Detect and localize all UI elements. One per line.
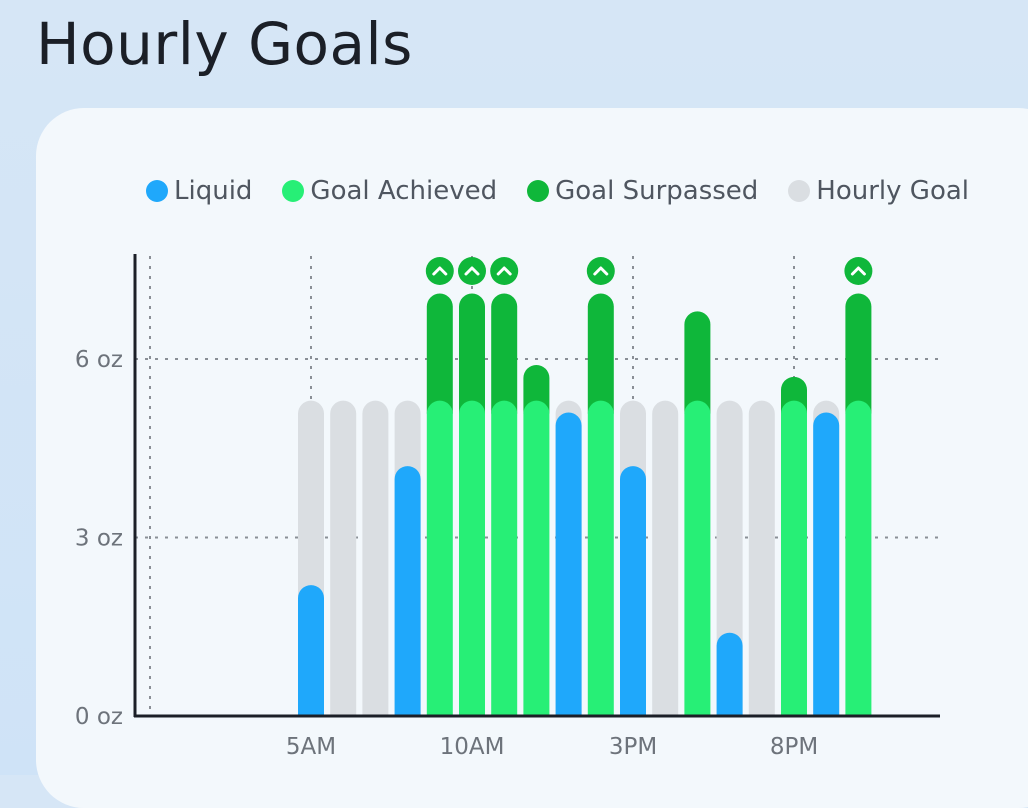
bar-achieved [684, 400, 711, 716]
bar-surpassed [459, 293, 485, 414]
surpassed-chevron-icon [425, 257, 454, 285]
y-tick-label: 6 oz [75, 347, 123, 373]
chart-legend: Liquid Goal Achieved Goal Surpassed Hour… [146, 176, 969, 206]
bar-achieved [781, 400, 807, 716]
legend-item-goal-achieved: Goal Achieved [282, 176, 497, 206]
legend-label-hourly-goal: Hourly Goal [816, 176, 970, 206]
hourly-goals-chart: 0 oz 3 oz 6 oz 5AM 10AM 3PM 8PM [75, 254, 940, 760]
bar-achieved [587, 400, 614, 716]
legend-item-hourly-goal: Hourly Goal [788, 176, 969, 206]
bar-surpassed [684, 311, 711, 414]
surpassed-chevron-icon [586, 257, 615, 285]
bar-liquid [813, 412, 840, 716]
x-tick-label: 10AM [440, 734, 505, 760]
x-tick-label: 3PM [609, 734, 657, 760]
legend-dot-goal-surpassed [527, 180, 550, 202]
surpassed-chevron-icon [458, 257, 486, 285]
bar-surpassed [587, 293, 614, 414]
chevron-up-icon [850, 266, 866, 276]
bar-achieved [459, 400, 485, 716]
bar-surpassed [491, 293, 518, 414]
bar-achieved [845, 400, 872, 716]
bar-surpassed [523, 364, 550, 414]
bar-goal [652, 400, 679, 716]
bar-goal [362, 400, 389, 716]
bar-goal [748, 400, 775, 716]
legend-item-liquid: Liquid [146, 176, 252, 206]
y-tick-label: 0 oz [75, 704, 123, 730]
bar-surpassed [426, 293, 453, 414]
bar-liquid [298, 585, 324, 716]
bar-surpassed [845, 293, 872, 414]
legend-label-goal-surpassed: Goal Surpassed [555, 176, 759, 206]
legend-label-liquid: Liquid [174, 176, 253, 206]
bar-liquid [716, 632, 743, 716]
chevron-up-icon [593, 266, 609, 276]
page-title: Hourly Goals [36, 10, 413, 78]
legend-label-goal-achieved: Goal Achieved [310, 176, 498, 206]
chevron-up-icon [464, 266, 480, 276]
legend-dot-goal-achieved [282, 180, 305, 202]
bar-liquid [620, 466, 646, 716]
bar-liquid [555, 412, 582, 716]
y-tick-label: 3 oz [75, 526, 123, 552]
bar-achieved [523, 400, 550, 716]
legend-dot-liquid [146, 180, 168, 202]
bar-goal [330, 400, 357, 716]
x-tick-label: 5AM [286, 734, 336, 760]
surpassed-chevron-icon [844, 257, 873, 285]
bar-achieved [491, 400, 518, 716]
legend-dot-hourly-goal [788, 180, 811, 202]
x-tick-label: 8PM [770, 734, 818, 760]
bar-achieved [426, 400, 453, 716]
chevron-up-icon [496, 266, 512, 276]
bar-liquid [394, 466, 421, 716]
legend-item-goal-surpassed: Goal Surpassed [527, 176, 758, 206]
chevron-up-icon [432, 266, 448, 276]
surpassed-chevron-icon [490, 257, 519, 285]
